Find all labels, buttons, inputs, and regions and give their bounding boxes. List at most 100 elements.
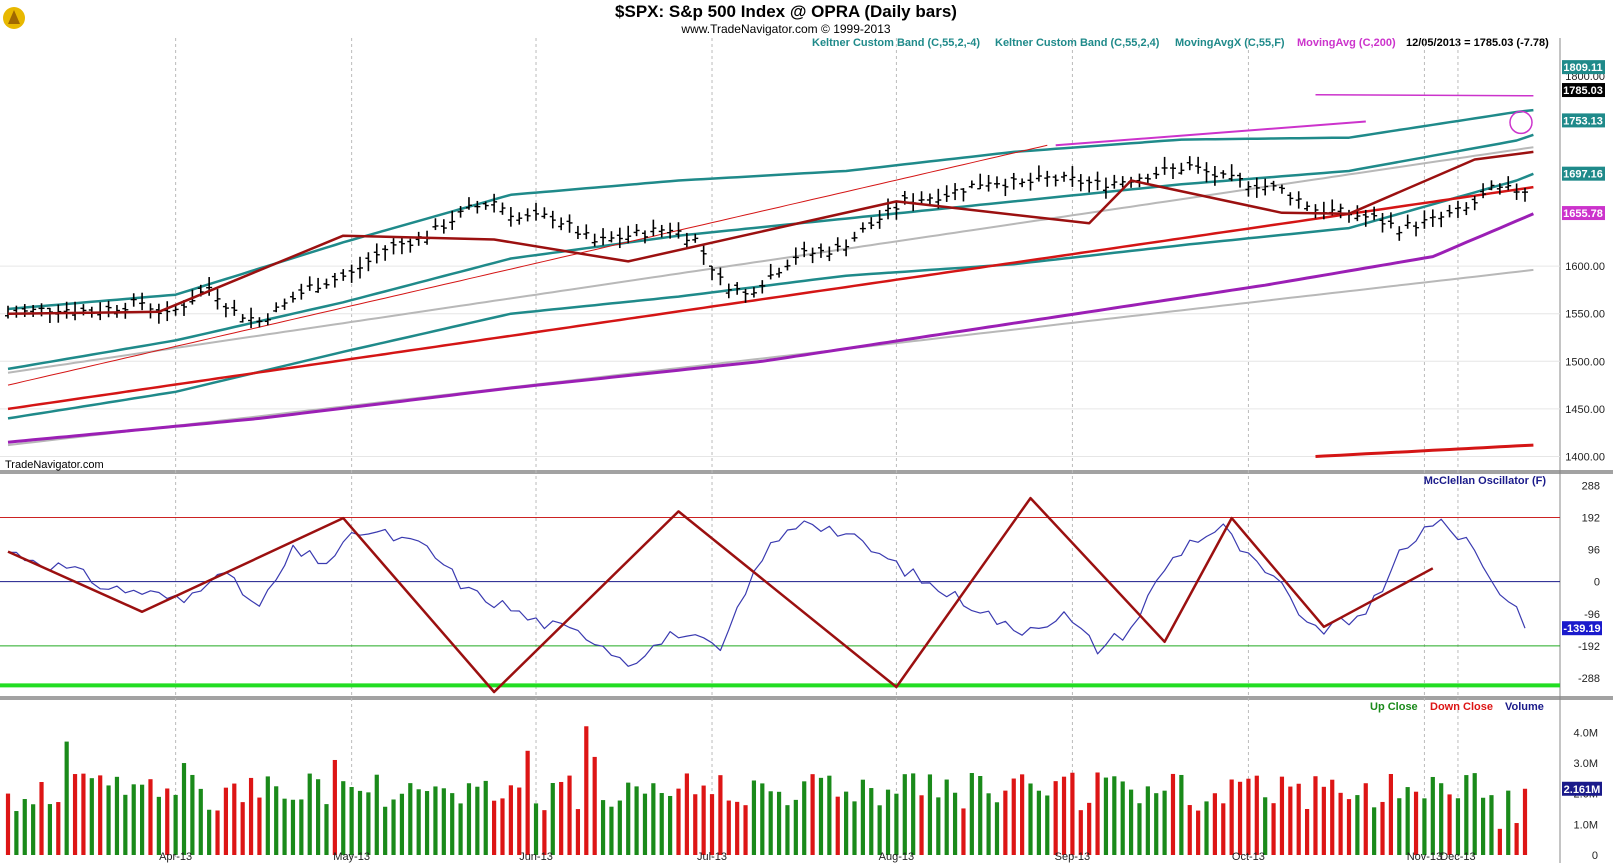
volume-bar	[911, 773, 916, 855]
volume-bar	[776, 791, 782, 855]
x-tick-label: Oct-13	[1232, 851, 1265, 863]
osc-value-tag-label: -139.19	[1563, 623, 1600, 635]
volume-bar	[1087, 802, 1092, 855]
osc-value-tag	[1562, 621, 1602, 636]
volume-bar	[98, 775, 103, 855]
volume-bar	[994, 802, 1000, 855]
osc-tick-label: 288	[1582, 480, 1600, 492]
red-trendline	[7, 185, 1534, 411]
legend-volume: Volume	[1505, 701, 1544, 713]
volume-bar	[927, 774, 933, 855]
volume-bar	[844, 791, 849, 855]
price-value-tag-label: 1655.78	[1563, 208, 1603, 220]
x-tick-label: Dec-13	[1440, 851, 1475, 863]
volume-bar	[5, 793, 11, 855]
volume-bar	[81, 773, 86, 855]
volume-bar	[1070, 772, 1075, 855]
volume-bar	[810, 774, 815, 855]
volume-bar	[1137, 803, 1142, 855]
volume-bar	[391, 799, 396, 855]
osc-tick-label: -192	[1578, 641, 1600, 653]
volume-bar	[1422, 798, 1427, 855]
volume-bar	[1263, 797, 1268, 855]
volume-bar	[726, 800, 731, 855]
volume-bar	[651, 783, 656, 855]
volume-bar	[1296, 783, 1301, 855]
legend-keltner-upper: Keltner Custom Band (C,55,2,4)	[995, 37, 1160, 49]
price-tick-label: 1550.00	[1565, 309, 1605, 321]
volume-bar	[114, 776, 120, 855]
volume-bar	[39, 782, 44, 855]
volume-legend: Up Close Down Close Volume	[1370, 701, 1544, 713]
volume-bar	[969, 773, 974, 855]
x-tick-label: Nov-13	[1407, 851, 1442, 863]
volume-bar	[668, 795, 673, 855]
volume-bar	[1120, 781, 1125, 855]
volume-bar	[181, 763, 187, 855]
volume-bar	[1363, 783, 1368, 855]
volume-bar	[659, 793, 664, 855]
volume-bar	[919, 795, 924, 855]
volume-bar	[1489, 795, 1494, 855]
magenta-trendline	[1055, 120, 1366, 147]
volume-bar	[609, 806, 614, 855]
volume-bar	[1061, 776, 1067, 855]
price-value-tag-label: 1785.03	[1563, 85, 1603, 97]
volume-bar	[1522, 788, 1528, 855]
volume-bar	[1397, 798, 1402, 855]
volume-bar	[47, 804, 53, 855]
volume-bar	[1254, 775, 1259, 855]
volume-bar	[517, 787, 522, 855]
volume-bar	[89, 778, 94, 855]
volume-bar	[106, 785, 111, 855]
volume-bar	[600, 800, 606, 855]
volume-bar	[877, 805, 882, 855]
volume-bar	[559, 781, 564, 855]
volume-bar	[718, 775, 723, 855]
volume-bar	[450, 793, 455, 855]
oscillator-title: McClellan Oscillator (F)	[1424, 475, 1547, 487]
price-zigzag	[7, 150, 1534, 315]
price-value-tag	[1562, 113, 1605, 128]
volume-bar	[1045, 795, 1050, 855]
axis-layer: Apr-13 May-13 Jun-13 Jul-13 Aug-13 Sep-13 Oct-…	[159, 60, 1605, 863]
osc-tick-label: -288	[1578, 673, 1600, 685]
volume-bar	[357, 790, 363, 855]
volume-bar	[22, 799, 27, 855]
volume-bar	[441, 788, 446, 855]
volume-bar	[1279, 776, 1285, 855]
volume-bar	[1388, 773, 1394, 855]
volume-bar	[1439, 783, 1444, 855]
volume-bar	[1196, 810, 1201, 855]
volume-bar	[165, 788, 170, 855]
volume-bar	[1338, 792, 1343, 855]
volume-bar	[952, 792, 958, 855]
watermark: TradeNavigator.com	[5, 459, 104, 471]
volume-bar	[198, 788, 203, 855]
red-thin-trendline	[7, 144, 1048, 386]
volume-bar	[1380, 801, 1385, 855]
x-tick-label: Jun-13	[519, 851, 553, 863]
volume-bar	[701, 785, 706, 855]
volume-bar	[1413, 791, 1419, 855]
price-legend: Keltner Custom Band (C,55,2,-4) Keltner …	[812, 37, 1549, 49]
volume-bar	[1162, 790, 1167, 855]
gray-channel-lower	[7, 268, 1534, 447]
volume-bar	[232, 783, 237, 855]
volume-bar	[156, 796, 161, 855]
volume-bar	[1472, 773, 1477, 855]
volume-bar	[592, 756, 597, 855]
volume-bar	[416, 789, 421, 855]
volume-bar	[1053, 781, 1058, 855]
legend-ma200: MovingAvg (C,200)	[1297, 37, 1396, 49]
volume-bar	[709, 794, 715, 855]
volume-bar	[1212, 793, 1217, 855]
volume-bar	[1246, 778, 1251, 855]
volume-bar	[986, 793, 991, 855]
volume-bar	[894, 793, 899, 855]
volume-bar	[1405, 787, 1410, 855]
volume-bar	[299, 799, 304, 855]
volume-bar	[173, 794, 178, 855]
price-value-tag	[1562, 166, 1605, 181]
volume-bar	[617, 800, 622, 855]
